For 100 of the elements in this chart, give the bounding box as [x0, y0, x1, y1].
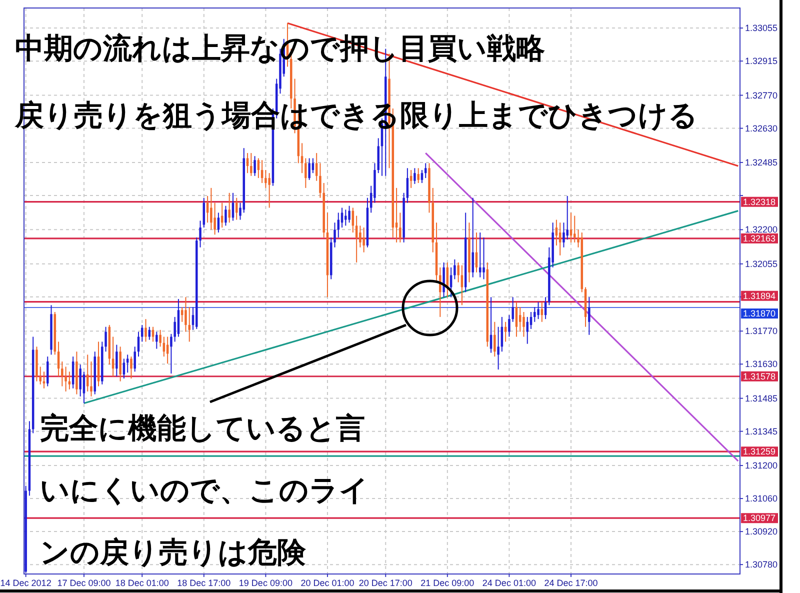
x-tick-label: 18 Dec 01:00 [115, 578, 169, 588]
candlestick [588, 296, 590, 336]
candlestick [130, 356, 132, 379]
candlestick [156, 331, 158, 350]
candlestick [522, 311, 525, 338]
candlestick [116, 344, 118, 377]
price-label: 1.31894 [741, 290, 778, 301]
candlestick [308, 158, 310, 180]
candlestick [490, 296, 492, 354]
candlestick [344, 209, 347, 226]
candlestick [472, 197, 474, 278]
candlestick [39, 366, 42, 385]
candlestick [250, 152, 252, 176]
candlestick [558, 222, 562, 256]
candlestick [362, 227, 365, 253]
candlestick [574, 215, 576, 243]
candlestick [534, 306, 536, 322]
price-label: 1.32318 [741, 196, 778, 207]
price-label: 1.32163 [741, 233, 778, 244]
candlestick [566, 195, 568, 240]
candlestick [86, 354, 89, 392]
candlestick [417, 168, 420, 184]
x-tick-label: 24 Dec 01:00 [482, 578, 536, 588]
candlestick [508, 314, 510, 338]
candlestick [482, 236, 485, 280]
x-tick-label: 19 Dec 09:00 [238, 578, 292, 588]
candlestick [64, 366, 67, 392]
candlestick [228, 192, 230, 224]
candlestick [184, 296, 187, 332]
candlestick [340, 207, 344, 228]
candlestick [377, 138, 380, 174]
y-tick-label: 1.31060 [745, 494, 778, 504]
candlestick [537, 302, 540, 320]
candlestick [90, 361, 92, 397]
y-tick-label: 1.32630 [745, 123, 778, 134]
candlestick [210, 187, 212, 230]
candlestick [348, 205, 350, 224]
candlestick [79, 364, 82, 397]
annotation: 完全に機能していると言いにくいので、このラインの戻り売りは危険 [40, 411, 369, 569]
y-tick-label: 1.33055 [745, 23, 778, 34]
candlestick [152, 326, 154, 342]
candlestick [414, 168, 416, 184]
price-label: 1.31578 [741, 371, 778, 382]
candlestick [355, 215, 358, 263]
y-tick-label: 1.32915 [745, 56, 778, 66]
y-tick-label: 1.30920 [745, 526, 778, 537]
price-label: 1.30977 [741, 513, 778, 524]
candlestick [334, 222, 336, 248]
candlestick [457, 262, 460, 283]
candlestick [144, 318, 147, 342]
price-label: 1.31259 [741, 446, 778, 457]
candlestick [315, 152, 318, 182]
candlestick [224, 205, 227, 226]
candlestick [497, 326, 500, 370]
candlestick [420, 170, 424, 184]
y-tick-label: 1.31200 [745, 460, 778, 471]
candlestick [214, 202, 216, 236]
candlestick [439, 266, 442, 318]
y-tick-label: 1.32200 [745, 224, 778, 235]
candlestick [319, 162, 322, 198]
candlestick [562, 222, 565, 248]
candlestick [119, 346, 122, 382]
candlestick [454, 258, 456, 280]
candlestick [264, 170, 267, 188]
candlestick [540, 302, 544, 322]
candlestick [254, 156, 256, 176]
y-tick-label: 1.32055 [745, 258, 778, 269]
y-tick-label: 1.32485 [745, 157, 778, 168]
candlestick [479, 232, 482, 278]
y-tick-label: 1.32770 [745, 90, 778, 100]
candlestick [570, 212, 572, 243]
x-tick-label: 21 Dec 09:00 [420, 578, 474, 588]
candlestick [61, 361, 64, 387]
candlestick [122, 358, 126, 379]
candlestick [518, 306, 522, 332]
candlestick [494, 321, 496, 358]
candlestick [304, 158, 307, 188]
y-tick-label: 1.30780 [745, 560, 778, 570]
candlestick [399, 212, 402, 243]
candlestick [257, 158, 260, 179]
price-label: 1.31870 [741, 308, 778, 318]
y-tick-label: 1.31630 [745, 359, 778, 370]
candlestick [199, 220, 202, 248]
candlestick [512, 296, 514, 322]
candlestick [46, 356, 49, 387]
y-tick-label: 1.31485 [745, 393, 778, 404]
x-tick-label: 17 Dec 09:00 [57, 578, 111, 588]
candlestick [312, 158, 314, 174]
x-tick-label: 18 Dec 17:00 [177, 578, 231, 588]
x-tick-label: 24 Dec 17:00 [544, 578, 598, 588]
x-tick-label: 14 Dec 2012 [0, 578, 52, 588]
candlestick [170, 333, 172, 374]
candlestick [246, 152, 249, 174]
candlestick [159, 329, 162, 348]
x-tick-label: 20 Dec 01:00 [300, 578, 354, 588]
candlestick [104, 326, 107, 352]
candlestick [359, 225, 362, 248]
candlestick [526, 316, 529, 344]
y-tick-label: 1.31345 [745, 426, 778, 436]
candlestick [134, 346, 136, 372]
